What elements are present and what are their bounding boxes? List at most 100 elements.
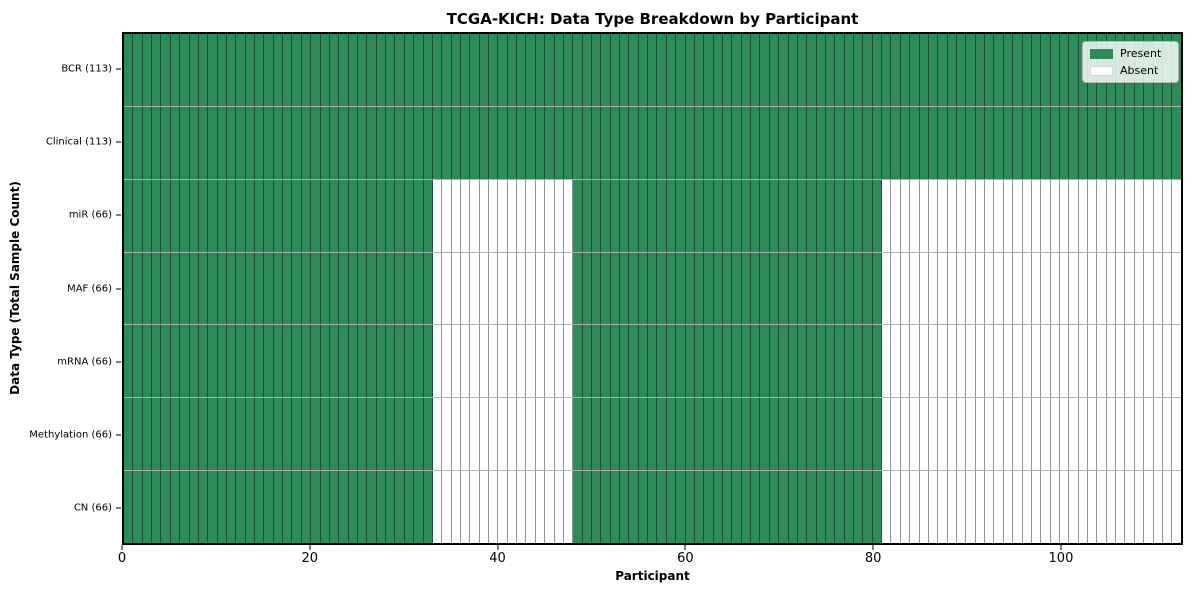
heatmap-cell <box>1031 252 1042 325</box>
heatmap-cell <box>273 471 284 544</box>
heatmap-cell <box>732 252 742 325</box>
heatmap-cell <box>189 34 199 106</box>
heatmap-cell <box>470 252 480 325</box>
heatmap-cell <box>1069 252 1079 325</box>
heatmap-cell <box>685 252 695 325</box>
heatmap-cell <box>301 471 312 544</box>
heatmap-cell <box>638 325 649 398</box>
y-tick-label: CN (66) <box>73 502 112 514</box>
heatmap-cell <box>329 325 340 398</box>
heatmap-cell <box>582 179 592 252</box>
heatmap-cell <box>545 179 555 252</box>
heatmap-cell <box>882 471 892 544</box>
heatmap-cell <box>657 179 667 252</box>
heatmap-cell <box>947 34 957 106</box>
heatmap-cell <box>236 179 246 252</box>
heatmap-cell <box>1153 252 1163 325</box>
heatmap-cell <box>489 34 499 106</box>
heatmap-cell <box>956 471 967 544</box>
heatmap-cell <box>292 398 302 471</box>
heatmap-cell <box>1003 179 1014 252</box>
heatmap-cell <box>638 34 649 106</box>
heatmap-cell <box>507 34 518 106</box>
heatmap-cell <box>723 106 733 179</box>
heatmap-cell <box>395 34 405 106</box>
heatmap-cell <box>610 398 621 471</box>
heatmap-cell <box>844 106 855 179</box>
heatmap-cell <box>788 325 798 398</box>
heatmap-cell <box>891 34 901 106</box>
heatmap-cell <box>872 252 883 325</box>
heatmap-cell <box>470 106 480 179</box>
heatmap-cell <box>479 398 490 471</box>
heatmap-cell <box>910 471 920 544</box>
heatmap-cell <box>563 325 574 398</box>
heatmap-cell <box>161 398 171 471</box>
heatmap-cell <box>1172 252 1181 325</box>
heatmap-cell <box>666 179 677 252</box>
heatmap-cell <box>657 34 667 106</box>
heatmap-cell <box>517 179 527 252</box>
heatmap-cell <box>1088 179 1098 252</box>
heatmap-cell <box>854 398 864 471</box>
heatmap-cell <box>245 325 256 398</box>
heatmap-cell <box>891 179 901 252</box>
heatmap-row <box>124 325 1181 399</box>
heatmap-cell <box>386 106 396 179</box>
heatmap-cell <box>704 252 714 325</box>
heatmap-cell <box>208 106 218 179</box>
heatmap-cell <box>1069 106 1079 179</box>
heatmap-cell <box>994 179 1004 252</box>
heatmap-cell <box>1097 325 1107 398</box>
heatmap-cell <box>807 325 817 398</box>
heatmap-cell <box>835 106 845 179</box>
heatmap-cell <box>1041 252 1051 325</box>
heatmap-cell <box>273 398 284 471</box>
heatmap-cell <box>320 179 330 252</box>
heatmap-cell <box>713 252 723 325</box>
heatmap-cell <box>723 398 733 471</box>
y-tick-mark <box>116 507 121 509</box>
heatmap-cell <box>507 471 518 544</box>
heatmap-cell <box>900 252 911 325</box>
heatmap-cell <box>311 398 321 471</box>
heatmap-cell <box>535 106 546 179</box>
heatmap-cell <box>367 325 377 398</box>
heatmap-cell <box>900 471 911 544</box>
heatmap-cell <box>1031 325 1042 398</box>
heatmap-cell <box>854 325 864 398</box>
heatmap-cell <box>910 325 920 398</box>
heatmap-cell <box>676 325 686 398</box>
heatmap-cell <box>498 398 508 471</box>
heatmap-cell <box>386 252 396 325</box>
heatmap-cell <box>264 179 274 252</box>
heatmap-cell <box>1050 471 1060 544</box>
heatmap-cell <box>797 34 808 106</box>
heatmap-cell <box>133 398 143 471</box>
heatmap-cell <box>928 179 939 252</box>
heatmap-cell <box>170 325 181 398</box>
heatmap-cell <box>919 179 929 252</box>
heatmap-cell <box>1106 398 1117 471</box>
heatmap-cell <box>591 471 602 544</box>
heatmap-cell <box>189 398 199 471</box>
heatmap-cell <box>704 179 714 252</box>
heatmap-cell <box>825 471 836 544</box>
heatmap-cell <box>339 252 349 325</box>
heatmap-cell <box>292 179 302 252</box>
heatmap-cell <box>1059 325 1070 398</box>
heatmap-cell <box>835 252 845 325</box>
heatmap-cell <box>124 252 134 325</box>
heatmap-cell <box>348 398 358 471</box>
heatmap-cell <box>648 325 658 398</box>
heatmap-cell <box>386 471 396 544</box>
heatmap-cell <box>666 325 677 398</box>
heatmap-cell <box>676 398 686 471</box>
heatmap-cell <box>854 471 864 544</box>
heatmap-cell <box>666 252 677 325</box>
heatmap-cell <box>723 34 733 106</box>
x-tick-mark <box>309 545 311 550</box>
heatmap-cell <box>741 471 752 544</box>
heatmap-cell <box>404 252 415 325</box>
legend-item-absent: Absent <box>1090 64 1171 77</box>
